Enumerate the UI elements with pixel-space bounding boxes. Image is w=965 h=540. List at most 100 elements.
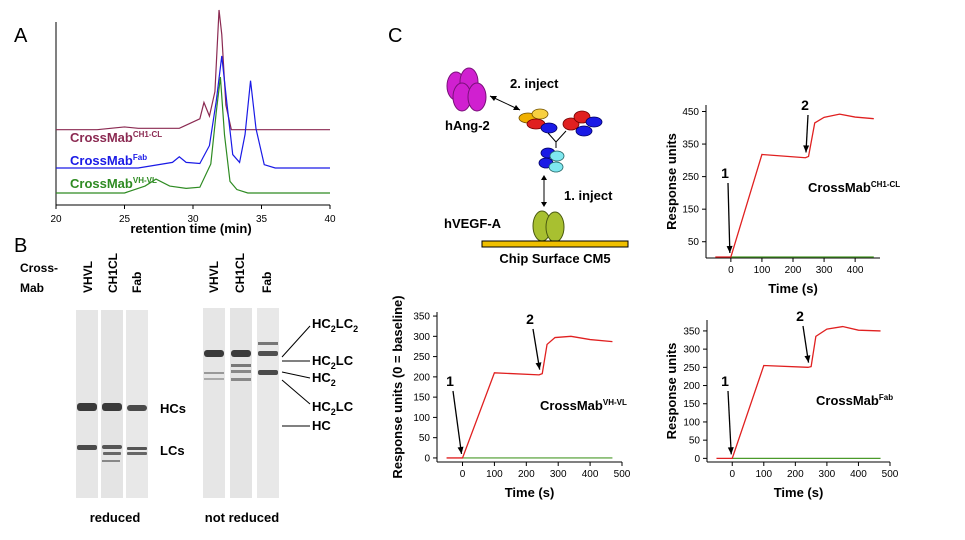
y-tick-label: 450 [682,107,699,118]
x-tick-label: 100 [754,265,771,276]
label-lcs: LCs [160,443,185,458]
label-hc: HC [312,418,331,433]
caption-not-reduced: not reduced [205,510,279,525]
caption-reduced: reduced [90,510,141,525]
x-tick-label: 200 [785,265,802,276]
injection-marker-2: 2 [801,97,809,113]
y-tick-label: 50 [419,433,431,444]
lane-header-nonreduced-vhvl: VHVL [207,261,221,293]
binding-trace [446,335,613,459]
lane-header-nonreduced-ch1cl: CH1CL [233,253,247,293]
band-nr-ch1cl-a [231,364,251,367]
spr-plot-ch1cl: 0 100 200 300 400 50 150 250 350 450 Time (s) Respo… [664,97,900,296]
y-tick-label: 150 [683,399,700,410]
lane-header-reduced-vhvl: VHVL [81,261,95,293]
arrowhead-icon [726,245,733,254]
chip-surface [481,240,629,248]
y-axis-label: Response units (0 = baseline) [390,295,405,478]
legend-fab: CrossMabFab [70,153,147,168]
band-reduced-ch1cl-hc [102,403,122,411]
legend-ch1cl: CrossMabCH1-CL [70,130,162,145]
injection-marker-1: 1 [446,373,454,389]
cross-label: Cross- [20,261,58,275]
y-tick-label: 150 [413,393,430,404]
leader-hc2lc2 [281,325,311,358]
x-tick-label: 100 [755,469,772,480]
x-tick-label: 0 [729,469,735,480]
gel-lane-nonreduced-ch1cl [230,308,252,498]
antibody-domain [575,125,593,137]
trace-fab [56,55,330,169]
y-tick-label: 350 [683,326,700,337]
band-reduced-ch1cl-faint [102,460,120,462]
hvegfa-label: hVEGF-A [444,216,502,231]
band-reduced-vhvl-lc [77,445,97,450]
y-axis-label: Response units [664,343,679,440]
panel-letter-b: B [14,235,27,257]
y-tick-label: 250 [682,172,699,183]
antibody-domain [548,161,564,173]
x-tick-label: 300 [816,265,833,276]
antibody-domain [549,150,565,162]
trace-vhvl [56,76,330,194]
y-tick-label: 0 [694,454,700,465]
antibody-domain [531,108,549,120]
band-reduced-fab-lc2 [127,452,147,455]
x-tick-label: 0 [728,265,734,276]
antibody-domain [585,116,603,128]
x-tick-label: 25 [119,214,131,225]
arrowhead-icon [457,446,464,454]
y-axis-label: Response units [664,133,679,230]
x-tick-label: 30 [187,214,199,225]
binding-trace [716,325,881,460]
leader-hc2lc-b [281,379,311,405]
antibody-domain [573,110,591,124]
y-tick-label: 150 [682,205,699,216]
antibody-domain [540,122,558,134]
x-tick-label: 100 [486,469,503,480]
x-tick-label: 300 [550,469,567,480]
x-tick-label: 35 [256,214,268,225]
x-tick-label: 400 [582,469,599,480]
y-tick-label: 100 [683,417,700,428]
y-tick-label: 250 [413,352,430,363]
arrowhead-icon [804,355,811,363]
band-nr-fab-upper [258,342,278,345]
band-reduced-fab-lc [127,447,147,450]
y-tick-label: 0 [424,453,430,464]
y-tick-label: 350 [413,312,430,323]
x-axis-label: Time (s) [505,485,555,500]
hang2-label: hAng-2 [445,118,490,133]
band-nr-vhvl-faint [204,372,224,374]
panel-a-chromatogram: 20 25 30 35 40 retention time (min) CrossMab… [50,9,336,236]
x-tick-label: 200 [787,469,804,480]
band-nr-fab-hc2 [258,370,278,375]
lane-header-reduced-ch1cl: CH1CL [106,253,120,293]
panel-letter-a: A [14,25,28,47]
label-hc2lc-a: HC2LC [312,353,354,371]
y-tick-label: 300 [683,345,700,356]
gel-lane-reduced-fab [126,310,148,498]
y-tick-label: 100 [413,413,430,424]
legend-vhvl: CrossMabVH-VL [70,176,157,191]
x-tick-label: 500 [614,469,631,480]
label-hc2lc2: HC2LC2 [312,316,358,334]
x-tick-label: 300 [819,469,836,480]
injection-arrow [727,182,731,254]
gel-lane-nonreduced-fab [257,308,279,498]
y-tick-label: 300 [413,332,430,343]
antibody-domain [562,117,580,131]
injection-marker-1: 1 [721,165,729,181]
x-tick-label: 500 [882,469,899,480]
arrowhead-icon [490,96,497,101]
band-nr-fab-main [258,351,278,356]
x-tick-label: 200 [518,469,535,480]
band-reduced-fab-hc [127,405,147,411]
band-nr-ch1cl-main [231,350,251,357]
arrowhead-icon [541,202,547,207]
label-hc2: HC2 [312,370,336,388]
arrowhead-icon [535,362,542,370]
panel-b-gel: Cross- Mab VHVL CH1CL Fab VHVL CH1CL Fab… [20,253,358,525]
y-tick-label: 250 [683,363,700,374]
